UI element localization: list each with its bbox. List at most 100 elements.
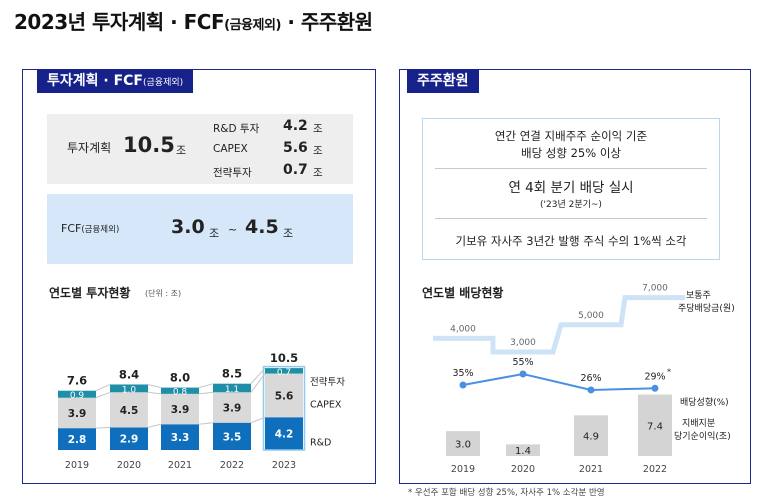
net-income-label-2019: 3.0 <box>455 440 471 451</box>
shareholder-return-panel: 주주환원 연간 연결 지배주주 순이익 기준 배당 성향 25% 이상 연 4회… <box>399 69 751 484</box>
bar-net-income-2019 <box>446 431 480 456</box>
data-label-CAPEX-2021: 3.9 <box>171 404 190 416</box>
connector-R&D-1 <box>147 423 162 428</box>
bar-net-income-2022 <box>638 394 672 456</box>
data-label-R&D-2020: 2.9 <box>120 434 139 446</box>
net-income-label-2021: 4.9 <box>583 432 599 443</box>
invest-plan-unit: 조 <box>176 144 187 157</box>
connector-R&D-3 <box>250 416 266 424</box>
policy-divider-2 <box>435 218 707 219</box>
invest-chart-unit: (단위 : 조) <box>145 289 182 298</box>
connector-CAPEX-2 <box>198 391 214 395</box>
bar-CAPEX-2023 <box>265 373 303 418</box>
policy-payout-line2: 배당 성향 25% 이상 <box>520 146 621 160</box>
payout-line <box>462 372 656 391</box>
net-income-label-2020: 1.4 <box>515 446 531 457</box>
legend-dividend-line1: 보통주 <box>686 290 711 301</box>
payout-point-2022 <box>651 384 659 392</box>
data-label-전략투자-2021: 0.8 <box>173 388 188 398</box>
invest-item-unit-capex: 조 <box>313 145 323 157</box>
x-tick-2023: 2023 <box>272 460 296 471</box>
bar-R&D-2021 <box>161 424 199 450</box>
total-label-2020: 8.4 <box>119 367 139 381</box>
fcf-high-value: 4.5 <box>245 216 279 238</box>
bar-net-income-2021 <box>574 415 608 456</box>
payout-label-2022: 29% <box>644 371 665 382</box>
policy-quarterly-line2: ('23년 2분기~) <box>540 200 602 210</box>
data-label-CAPEX-2022: 3.9 <box>223 402 242 414</box>
total-label-2022: 8.5 <box>222 367 242 381</box>
footnote: * 우선주 포함 배당 성향 25%, 자사주 1% 소각분 반영 <box>408 488 605 498</box>
data-label-전략투자-2020: 1.0 <box>122 385 137 395</box>
dividend-label-2022: 7,000 <box>642 284 668 294</box>
dividend-step-line <box>433 295 685 355</box>
bar-R&D-2022 <box>213 422 251 450</box>
connector-전략투자-2 <box>198 383 214 389</box>
legend-dividend-line2: 주당배당금(원) <box>678 303 735 314</box>
x-tick-2021: 2021 <box>168 460 192 471</box>
connector-CAPEX-3 <box>250 373 266 393</box>
policy-payout-line1: 연간 연결 지배주주 순이익 기준 <box>494 129 648 143</box>
x-tick-2022: 2022 <box>220 460 244 471</box>
dividend-chart-title: 연도별 배당현황 <box>422 286 504 300</box>
connector-CAPEX-1 <box>147 391 162 395</box>
return-policy-box: 연간 연결 지배주주 순이익 기준 배당 성향 25% 이상 연 4회 분기 배… <box>422 118 720 260</box>
x-tick-2021: 2021 <box>579 464 603 475</box>
payout-label-2020: 55% <box>512 357 533 368</box>
bar-net-income-2020 <box>506 444 540 456</box>
data-label-전략투자-2019: 0.9 <box>70 391 85 401</box>
dividend-label-2019: 4,000 <box>450 324 476 334</box>
bar-CAPEX-2021 <box>161 393 199 425</box>
bar-전략투자-2020 <box>110 384 148 393</box>
payout-footnote-marker: * <box>667 367 671 376</box>
net-income-label-2022: 7.4 <box>647 421 663 432</box>
connector-전략투자-3 <box>250 367 266 385</box>
data-label-CAPEX-2023: 5.6 <box>275 390 294 402</box>
fcf-low-value: 3.0 <box>171 216 205 238</box>
x-tick-2019: 2019 <box>451 464 475 475</box>
data-label-CAPEX-2020: 4.5 <box>120 405 139 417</box>
payout-point-2020 <box>519 370 527 378</box>
total-label-2019: 7.6 <box>67 374 87 388</box>
policy-divider-1 <box>435 168 707 169</box>
connector-전략투자-0 <box>95 384 111 392</box>
shareholder-return-tab: 주주환원 <box>407 69 479 93</box>
invest-item-value-capex: 5.6 <box>283 140 308 156</box>
bar-R&D-2023 <box>265 417 303 450</box>
x-tick-2020: 2020 <box>511 464 535 475</box>
invest-item-value-rnd: 4.2 <box>283 118 308 134</box>
bar-R&D-2019 <box>58 428 96 450</box>
data-label-R&D-2021: 3.3 <box>171 432 190 444</box>
connector-R&D-0 <box>95 426 111 429</box>
bar-전략투자-2022 <box>213 383 251 393</box>
x-tick-2019: 2019 <box>65 460 89 471</box>
bar-R&D-2020 <box>110 427 148 450</box>
bar-CAPEX-2022 <box>213 392 251 423</box>
fcf-low-unit: 조 <box>209 227 220 240</box>
invest-plan-value: 10.5 <box>123 133 175 157</box>
legend-capex: CAPEX <box>310 399 342 410</box>
legend-rnd: R&D <box>310 438 331 449</box>
x-tick-2022: 2022 <box>643 464 667 475</box>
data-label-R&D-2022: 3.5 <box>223 431 242 443</box>
dividend-label-2020: 3,000 <box>510 338 536 348</box>
bar-전략투자-2021 <box>161 387 199 394</box>
investment-panel: 투자계획 · FCF(금융제외) 투자계획 10.5 조 R&D 투자 4.2 … <box>22 69 376 484</box>
payout-point-2019 <box>459 381 467 389</box>
bar-전략투자-2023 <box>265 368 303 374</box>
invest-item-unit-strategic: 조 <box>313 167 323 179</box>
policy-buyback: 기보유 자사주 3년간 발행 주식 수의 1%씩 소각 <box>455 234 687 248</box>
invest-chart-title: 연도별 투자현황 <box>49 286 131 300</box>
invest-item-unit-rnd: 조 <box>313 123 323 135</box>
invest-item-label-strategic: 전략투자 <box>213 167 252 179</box>
policy-quarterly-line1: 연 4회 분기 배당 실시 <box>508 180 634 196</box>
data-label-전략투자-2023: 0.7 <box>277 368 291 378</box>
fcf-box: FCF(금융제외) 3.0 조 ~ 4.5 조 <box>47 194 353 264</box>
page-title: 2023년 투자계획 · FCF(금융제외) · 주주환원 <box>14 10 373 34</box>
data-label-R&D-2023: 4.2 <box>275 429 294 441</box>
payout-label-2019: 35% <box>452 368 473 379</box>
connector-R&D-2 <box>198 422 214 425</box>
legend-net-income-line1: 지배지분 <box>682 418 715 429</box>
bar-전략투자-2019 <box>58 390 96 398</box>
data-label-R&D-2019: 2.8 <box>68 434 87 446</box>
